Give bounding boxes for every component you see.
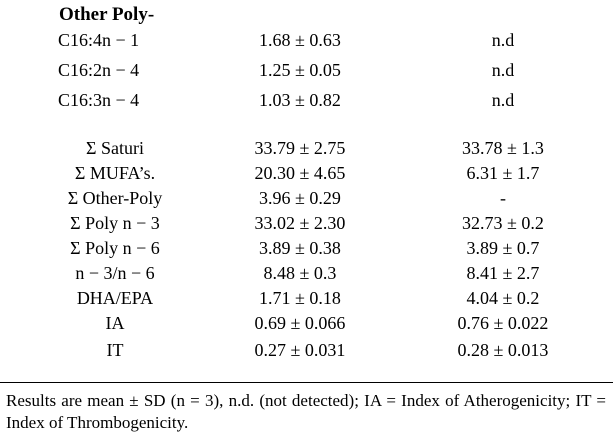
value-col-1: 1.68 ± 0.63: [259, 30, 341, 50]
table-row: Σ Saturi 33.79 ± 2.75 33.78 ± 1.3: [0, 136, 613, 160]
table-row: Σ Poly n − 6 3.89 ± 0.38 3.89 ± 0.7: [0, 236, 613, 260]
table-row: IA 0.69 ± 0.066 0.76 ± 0.022: [0, 311, 613, 335]
value-col-1: 33.79 ± 2.75: [254, 138, 346, 158]
value-col-2: 0.76 ± 0.022: [457, 313, 549, 333]
row-label: C16:3n − 4: [58, 90, 140, 110]
value-col-2: 3.89 ± 0.7: [466, 238, 540, 258]
value-col-2: 0.28 ± 0.013: [457, 340, 549, 360]
row-label: C16:4n − 1: [58, 30, 140, 50]
table-row: C16:2n − 4 1.25 ± 0.05 n.d: [0, 58, 613, 82]
table-row: Σ MUFA’s. 20.30 ± 4.65 6.31 ± 1.7: [0, 161, 613, 185]
value-col-2: n.d: [491, 30, 515, 50]
table-footnote: Results are mean ± SD (n = 3), n.d. (not…: [6, 391, 606, 432]
value-col-2: -: [500, 188, 506, 208]
row-label: DHA/EPA: [76, 288, 154, 308]
section-heading: Other Poly-: [59, 4, 155, 25]
value-col-2: 32.73 ± 0.2: [462, 213, 544, 233]
table-row: C16:3n − 4 1.03 ± 0.82 n.d: [0, 88, 613, 112]
value-col-1: 3.96 ± 0.29: [259, 188, 341, 208]
value-col-1: 1.25 ± 0.05: [259, 60, 341, 80]
row-label: IT: [106, 340, 124, 360]
value-col-1: 0.69 ± 0.066: [254, 313, 346, 333]
value-col-2: 4.04 ± 0.2: [466, 288, 540, 308]
value-col-2: 33.78 ± 1.3: [462, 138, 544, 158]
row-label: Σ Saturi: [86, 138, 144, 158]
table-row: IT 0.27 ± 0.031 0.28 ± 0.013: [0, 338, 613, 362]
table-row: n − 3/n − 6 8.48 ± 0.3 8.41 ± 2.7: [0, 261, 613, 285]
row-label: Σ Other-Poly: [67, 188, 163, 208]
value-col-1: 20.30 ± 4.65: [254, 163, 346, 183]
value-col-1: 1.71 ± 0.18: [259, 288, 341, 308]
value-col-2: 6.31 ± 1.7: [466, 163, 540, 183]
table-bottom-rule: [0, 382, 613, 383]
value-col-2: n.d: [491, 90, 515, 110]
row-label: Σ Poly n − 3: [70, 213, 160, 233]
table-row: Σ Other-Poly 3.96 ± 0.29 -: [0, 186, 613, 210]
value-col-2: 8.41 ± 2.7: [466, 263, 540, 283]
value-col-2: n.d: [491, 60, 515, 80]
table-row: Σ Poly n − 3 33.02 ± 2.30 32.73 ± 0.2: [0, 211, 613, 235]
row-label: IA: [105, 313, 125, 333]
table-row: C16:4n − 1 1.68 ± 0.63 n.d: [0, 28, 613, 52]
value-col-1: 8.48 ± 0.3: [263, 263, 337, 283]
row-label: Σ MUFA’s.: [74, 163, 156, 183]
row-label: C16:2n − 4: [58, 60, 140, 80]
table-row: DHA/EPA 1.71 ± 0.18 4.04 ± 0.2: [0, 286, 613, 310]
value-col-1: 33.02 ± 2.30: [254, 213, 346, 233]
row-label: n − 3/n − 6: [75, 263, 155, 283]
value-col-1: 0.27 ± 0.031: [254, 340, 346, 360]
row-label: Σ Poly n − 6: [70, 238, 160, 258]
value-col-1: 1.03 ± 0.82: [259, 90, 341, 110]
value-col-1: 3.89 ± 0.38: [259, 238, 341, 258]
